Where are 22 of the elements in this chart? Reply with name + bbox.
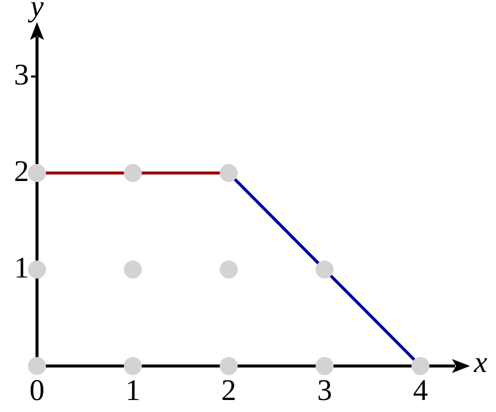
x-tick-label: 2 (221, 374, 236, 407)
point (220, 260, 238, 279)
x-axis-title: x (473, 346, 488, 379)
point (220, 357, 238, 375)
y-axis-title: y (27, 0, 44, 23)
x-tick-label: 1 (125, 374, 140, 407)
x-tick-label: 0 (30, 374, 44, 407)
point (124, 260, 142, 279)
point (28, 260, 46, 279)
x-tick-label: 3 (317, 374, 332, 407)
point (28, 164, 46, 182)
point (220, 164, 238, 182)
point (316, 357, 334, 375)
x-tick-label: 4 (412, 374, 428, 407)
point (28, 357, 46, 375)
y-tick-label: 3 (14, 58, 29, 92)
y-tick-label: 2 (14, 154, 29, 188)
point (411, 357, 430, 375)
point (316, 260, 334, 279)
y-tick-label: 1 (14, 251, 29, 284)
point (124, 164, 142, 182)
point (124, 357, 142, 375)
